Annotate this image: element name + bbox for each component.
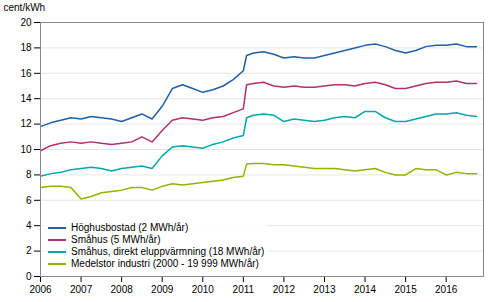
svg-text:2013: 2013 — [313, 284, 336, 295]
svg-text:4: 4 — [26, 220, 32, 231]
svg-text:20: 20 — [20, 17, 32, 28]
html-text:Småhus (5 MWh/år): Småhus (5 MWh/år) — [71, 234, 161, 245]
svg-text:cent/kWh: cent/kWh — [4, 2, 46, 13]
svg-text:18: 18 — [20, 42, 32, 53]
svg-text:2006: 2006 — [29, 284, 52, 295]
svg-text:2010: 2010 — [192, 284, 215, 295]
html-text:Höghusbostad (2 MWh/år): Höghusbostad (2 MWh/år) — [71, 222, 189, 233]
svg-text:14: 14 — [20, 93, 32, 104]
html-text:Medelstor industri (2000 - 19: Medelstor industri (2000 - 19 999 MWh/år… — [71, 258, 259, 269]
svg-text:12: 12 — [20, 118, 32, 129]
svg-text:2009: 2009 — [151, 284, 174, 295]
svg-text:2014: 2014 — [354, 284, 377, 295]
svg-text:2008: 2008 — [111, 284, 134, 295]
svg-text:10: 10 — [20, 144, 32, 155]
svg-text:2015: 2015 — [394, 284, 417, 295]
svg-text:2016: 2016 — [435, 284, 458, 295]
html-text:Småhus, direkt eluppvärmning (: Småhus, direkt eluppvärmning (18 MWh/år) — [71, 246, 265, 257]
svg-text:6: 6 — [26, 195, 32, 206]
svg-text:2011: 2011 — [233, 284, 255, 295]
svg-text:16: 16 — [20, 68, 32, 79]
svg-text:2012: 2012 — [273, 284, 296, 295]
svg-text:8: 8 — [26, 169, 32, 180]
svg-text:2007: 2007 — [70, 284, 93, 295]
svg-text:0: 0 — [26, 271, 32, 282]
svg-text:2: 2 — [26, 245, 32, 256]
